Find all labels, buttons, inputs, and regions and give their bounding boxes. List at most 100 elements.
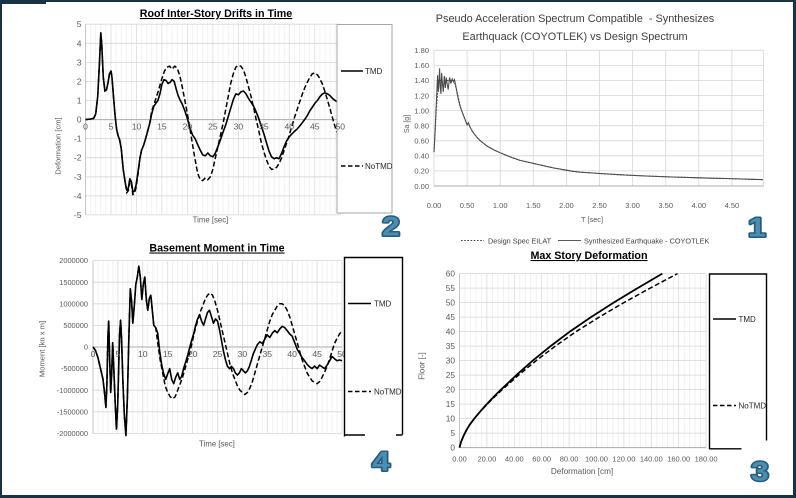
svg-text:-5: -5 (74, 210, 82, 220)
svg-text:1.20: 1.20 (414, 91, 429, 100)
svg-text:40.00: 40.00 (505, 455, 524, 464)
svg-text:55: 55 (446, 283, 456, 293)
svg-text:Time [sec]: Time [sec] (199, 440, 235, 449)
svg-text:15: 15 (163, 349, 173, 359)
svg-text:180.00: 180.00 (695, 455, 718, 464)
svg-text:-1: -1 (74, 134, 82, 144)
svg-text:50: 50 (336, 122, 346, 132)
svg-text:60: 60 (446, 269, 456, 279)
svg-text:50: 50 (337, 349, 347, 359)
svg-text:-1500000: -1500000 (57, 407, 88, 416)
svg-text:T [sec]: T [sec] (581, 215, 603, 224)
svg-text:TMD: TMD (739, 315, 757, 324)
svg-text:0.00: 0.00 (427, 201, 442, 210)
svg-text:45: 45 (446, 312, 456, 322)
svg-text:4: 4 (77, 38, 82, 48)
svg-text:3.00: 3.00 (625, 201, 640, 210)
svg-text:20: 20 (183, 122, 193, 132)
svg-text:Synthesized Earthquake - COYOT: Synthesized Earthquake - COYOTLEK (584, 237, 709, 246)
svg-text:25: 25 (208, 122, 218, 132)
svg-text:20: 20 (188, 349, 198, 359)
svg-text:1.60: 1.60 (414, 61, 429, 70)
svg-text:1.40: 1.40 (414, 76, 429, 85)
svg-text:30: 30 (234, 122, 244, 132)
svg-text:35: 35 (263, 349, 273, 359)
svg-text:0.60: 0.60 (414, 137, 429, 146)
svg-text:1.00: 1.00 (414, 106, 429, 115)
svg-text:35: 35 (259, 122, 269, 132)
svg-text:-3: -3 (74, 172, 82, 182)
svg-text:NoTMD: NoTMD (374, 388, 402, 397)
svg-text:Deformation [cm]: Deformation [cm] (54, 117, 63, 174)
svg-text:100.00: 100.00 (585, 455, 608, 464)
svg-text:Design Spec EILAT: Design Spec EILAT (488, 237, 552, 246)
svg-text:-4: -4 (74, 191, 82, 201)
svg-text:5: 5 (116, 349, 121, 359)
svg-text:Roof Inter-Story Drifts in Tim: Roof Inter-Story Drifts in Time (140, 8, 292, 20)
svg-text:Basement Moment in Time: Basement Moment in Time (149, 243, 284, 255)
svg-text:40: 40 (446, 327, 456, 337)
svg-text:0.80: 0.80 (414, 122, 429, 131)
svg-text:45: 45 (312, 349, 322, 359)
svg-text:1.80: 1.80 (414, 46, 429, 55)
svg-text:-1000000: -1000000 (57, 386, 88, 395)
svg-text:25: 25 (213, 349, 223, 359)
svg-text:NoTMD: NoTMD (365, 162, 393, 171)
svg-text:3.50: 3.50 (658, 201, 673, 210)
svg-text:10: 10 (446, 414, 456, 424)
svg-text:5: 5 (77, 19, 82, 29)
svg-text:0.20: 0.20 (414, 167, 429, 176)
svg-text:40: 40 (285, 122, 295, 132)
svg-text:0.00: 0.00 (414, 182, 429, 191)
svg-text:0.40: 0.40 (414, 152, 429, 161)
svg-text:20.00: 20.00 (478, 455, 497, 464)
svg-text:2000000: 2000000 (59, 256, 88, 265)
svg-text:Pseudo Acceleration Spectrum C: Pseudo Acceleration Spectrum Compatible … (436, 13, 715, 25)
svg-text:10: 10 (132, 122, 142, 132)
svg-text:Deformation [cm]: Deformation [cm] (551, 467, 613, 476)
svg-text:1.50: 1.50 (526, 201, 541, 210)
svg-text:4: 4 (372, 447, 390, 477)
svg-text:35: 35 (446, 341, 456, 351)
svg-text:10: 10 (138, 349, 148, 359)
svg-text:1500000: 1500000 (59, 278, 88, 287)
svg-text:5: 5 (109, 122, 114, 132)
svg-text:160.00: 160.00 (667, 455, 690, 464)
svg-text:NoTMD: NoTMD (739, 402, 767, 411)
svg-text:140.00: 140.00 (640, 455, 663, 464)
svg-text:0: 0 (450, 443, 455, 453)
svg-text:25: 25 (446, 370, 456, 380)
svg-text:2.00: 2.00 (559, 201, 574, 210)
svg-text:0: 0 (84, 343, 88, 352)
svg-text:2: 2 (77, 77, 82, 87)
svg-text:4.00: 4.00 (691, 201, 706, 210)
svg-text:0: 0 (91, 349, 96, 359)
svg-text:60.00: 60.00 (532, 455, 551, 464)
svg-text:Moment [kn x m]: Moment [kn x m] (38, 321, 47, 377)
svg-text:20: 20 (446, 385, 456, 395)
svg-text:3: 3 (77, 57, 82, 67)
svg-text:15: 15 (157, 122, 167, 132)
svg-text:45: 45 (310, 122, 320, 132)
svg-text:4.50: 4.50 (725, 201, 740, 210)
svg-text:500000: 500000 (63, 321, 88, 330)
svg-text:Max Story Deformation: Max Story Deformation (531, 250, 648, 262)
svg-text:3: 3 (751, 457, 769, 487)
svg-text:Sa [g]: Sa [g] (404, 115, 411, 133)
svg-text:15: 15 (446, 399, 456, 409)
svg-text:1: 1 (77, 96, 82, 106)
svg-text:1.00: 1.00 (493, 201, 508, 210)
svg-text:-2000000: -2000000 (57, 429, 88, 438)
svg-text:TMD: TMD (365, 67, 383, 76)
svg-text:1: 1 (748, 213, 766, 243)
svg-text:Time [sec]: Time [sec] (193, 216, 229, 225)
svg-text:0.50: 0.50 (460, 201, 475, 210)
svg-text:0: 0 (77, 115, 82, 125)
svg-text:TMD: TMD (374, 300, 392, 309)
svg-text:2: 2 (382, 212, 400, 242)
svg-text:5: 5 (450, 428, 455, 438)
svg-text:50: 50 (446, 298, 456, 308)
svg-text:-2: -2 (74, 153, 82, 163)
svg-text:30: 30 (446, 356, 456, 366)
svg-text:Earthquack (COYOTLEK) vs Desig: Earthquack (COYOTLEK) vs Design Spectrum (462, 31, 687, 43)
